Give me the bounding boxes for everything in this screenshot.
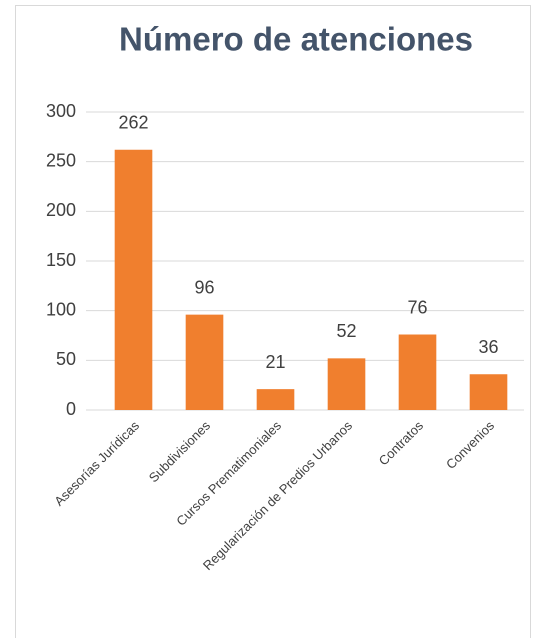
data-label: 21	[265, 352, 285, 372]
bar	[469, 374, 508, 410]
chart-border	[15, 5, 531, 638]
y-tick-label: 100	[46, 299, 76, 319]
y-tick-label: 150	[46, 250, 76, 270]
bar	[256, 389, 295, 410]
data-label: 262	[118, 112, 148, 132]
data-label: 76	[407, 297, 427, 317]
bar	[327, 358, 366, 410]
bar	[114, 149, 153, 410]
y-tick-label: 50	[56, 349, 76, 369]
y-tick-label: 200	[46, 200, 76, 220]
data-label: 96	[194, 277, 214, 297]
bar	[185, 314, 224, 410]
chart-title: Número de atenciones	[119, 21, 473, 58]
bar	[398, 334, 437, 410]
data-label: 52	[336, 321, 356, 341]
y-tick-label: 300	[46, 101, 76, 121]
y-tick-label: 250	[46, 150, 76, 170]
data-label: 36	[478, 337, 498, 357]
y-tick-label: 0	[66, 399, 76, 419]
